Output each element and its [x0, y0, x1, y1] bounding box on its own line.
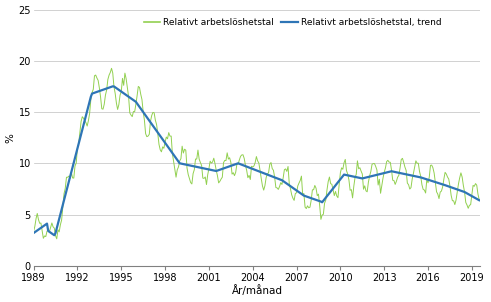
Relativt arbetslöshetstal [54, 237, 60, 241]
Relativt arbetslöshetstal [476, 198, 482, 201]
Relativt arbetslöshetstal [337, 171, 343, 175]
Relativt arbetslöshetstal, trend [45, 229, 51, 233]
Relativt arbetslöshetstal [364, 190, 370, 194]
Relativt arbetslöshetstal [53, 234, 58, 238]
Relativt arbetslöshetstal [109, 66, 114, 70]
Relativt arbetslöshetstal, trend [52, 233, 57, 237]
Y-axis label: %: % [5, 133, 16, 143]
Relativt arbetslöshetstal, trend [337, 177, 343, 181]
Relativt arbetslöshetstal [248, 165, 254, 168]
Relativt arbetslöshetstal, trend [110, 85, 116, 88]
Relativt arbetslöshetstal, trend [54, 226, 60, 230]
Relativt arbetslöshetstal [30, 230, 36, 233]
Relativt arbetslöshetstal, trend [248, 167, 254, 170]
Relativt arbetslöshetstal [45, 228, 51, 232]
Relativt arbetslöshetstal, trend [465, 192, 471, 196]
Relativt arbetslöshetstal, trend [476, 198, 482, 202]
Line: Relativt arbetslöshetstal, trend: Relativt arbetslöshetstal, trend [33, 86, 479, 235]
Relativt arbetslöshetstal, trend [30, 231, 36, 235]
Relativt arbetslöshetstal, trend [364, 175, 370, 179]
Line: Relativt arbetslöshetstal: Relativt arbetslöshetstal [33, 68, 479, 239]
X-axis label: År/månad: År/månad [231, 285, 282, 297]
Relativt arbetslöshetstal [465, 207, 471, 210]
Legend: Relativt arbetslöshetstal, Relativt arbetslöshetstal, trend: Relativt arbetslöshetstal, Relativt arbe… [140, 14, 445, 30]
